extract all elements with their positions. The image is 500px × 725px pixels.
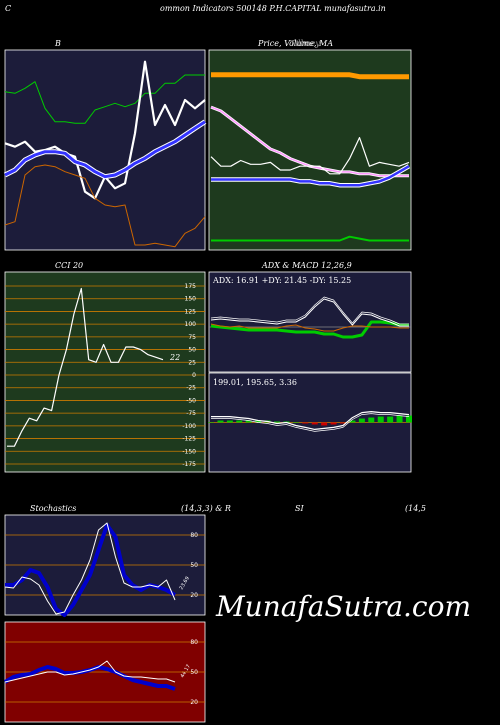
cci-tick-label: -125: [182, 436, 196, 443]
macd-histogram-bar: [406, 415, 412, 423]
macd-histogram-bar: [236, 420, 243, 423]
stochastics-series-1: [4, 522, 176, 615]
macd-histogram-bar: [311, 422, 318, 425]
adx-series-2: [210, 323, 409, 332]
macd-histogram-bar: [217, 420, 224, 423]
adx-label: ADX: 16.91 +DY: 21.45 -DY: 15.25: [212, 276, 351, 285]
cci-tick-label: 125: [185, 308, 197, 315]
price-ma-title-overlap: Tillmey: [290, 39, 320, 48]
macd-histogram-bar: [330, 422, 337, 425]
price-ma-series-0: [211, 72, 409, 80]
price-ma-series-3: [211, 165, 410, 187]
cci-tick-label: 150: [185, 296, 197, 303]
adx-series-0: [210, 320, 409, 339]
bollinger-title: B: [54, 39, 61, 48]
macd-histogram-bar: [368, 417, 375, 423]
page-title: ommon Indicators 500148 P.H.CAPITAL muna…: [160, 4, 386, 13]
cci-tick-label: -150: [182, 448, 196, 455]
bollinger-series-3: [4, 164, 206, 248]
bollinger-series-2: [4, 120, 206, 179]
cci-tick-label: 0: [192, 372, 196, 379]
rsi-tick-label: 80: [190, 639, 198, 646]
adx-dy-line-2: [210, 296, 409, 325]
macd-histogram-bar: [274, 421, 280, 423]
macd-histogram-bar: [321, 422, 328, 426]
rsi-tick-label: 50: [190, 669, 198, 676]
cci-last-value: 22: [169, 353, 180, 362]
macd-histogram-bar: [387, 416, 394, 423]
macd-histogram-bar: [226, 420, 233, 423]
adx-series-1: [210, 298, 409, 327]
price-ma-panel: [208, 49, 412, 251]
macd-histogram-bar: [377, 416, 384, 423]
stochastics-tick-label: 20: [190, 592, 198, 599]
watermark: MunafaSutra.com: [215, 590, 471, 623]
macd-histogram-bar: [302, 422, 309, 424]
macd-histogram-bar: [396, 415, 403, 423]
stochastics-title: Stochastics: [30, 504, 76, 513]
macd-histogram-bar: [208, 422, 214, 423]
cci-tick-label: -75: [186, 410, 196, 417]
cci-tick-label: -175: [182, 461, 196, 468]
cci-tick-label: 75: [188, 334, 196, 341]
macd-histogram-bar: [340, 422, 346, 424]
cci-panel: [4, 271, 206, 473]
bollinger-series-0: [4, 74, 205, 124]
cci-tick-label: 175: [185, 283, 197, 290]
cci-title: CCI 20: [55, 261, 83, 270]
left-glyph: C: [5, 4, 11, 13]
rsi-params: (14,5: [405, 504, 426, 513]
stochastics-tick-label: 80: [190, 532, 198, 539]
macd-histogram-bar: [255, 420, 262, 423]
stochastics-series-0: [5, 523, 177, 617]
price-ma-series-2: [210, 137, 410, 175]
macd-histogram-bar: [245, 420, 252, 423]
macd-line: [211, 411, 410, 430]
adx-title: ADX & MACD 12,26,9: [261, 261, 352, 270]
macd-histogram-bar: [349, 420, 356, 423]
price-ma-title: Price, Volume, MA: [257, 39, 333, 48]
stochastics-tick-label: 50: [190, 562, 198, 569]
cci-tick-label: -50: [186, 397, 196, 404]
stochastics-params: (14,3,3) & R: [181, 504, 231, 513]
cci-line: [7, 287, 164, 447]
price-ma-series-4: [211, 235, 409, 242]
cci-tick-label: -100: [182, 423, 196, 430]
cci-tick-label: 50: [188, 347, 196, 354]
rsi-tick-label: 20: [190, 699, 198, 706]
cci-tick-label: 25: [188, 359, 196, 366]
rsi-series-1: [4, 660, 176, 683]
macd-histogram-bar: [358, 418, 365, 423]
bollinger-panel: [4, 49, 206, 251]
rsi-title: SI: [295, 504, 304, 513]
macd-histogram-bar: [292, 422, 299, 423]
cci-tick-label: -25: [186, 385, 196, 392]
macd-label: 199.01, 195.65, 3.36: [213, 378, 297, 387]
cci-tick-label: 100: [185, 321, 197, 328]
macd-signal-line: [211, 413, 410, 432]
